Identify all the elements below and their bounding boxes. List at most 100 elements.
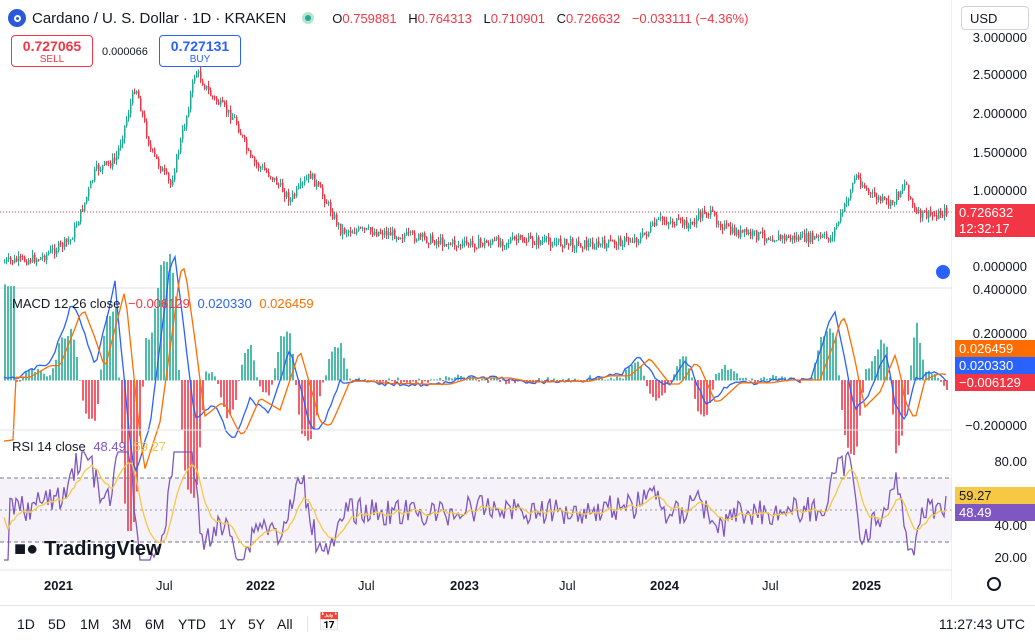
- candle: [914, 204, 916, 210]
- macd-bar: [568, 378, 570, 381]
- macd-bar: [67, 336, 69, 381]
- candle: [570, 238, 572, 246]
- candle: [88, 188, 90, 197]
- candle: [602, 239, 604, 244]
- candle: [704, 210, 706, 214]
- macd-bar: [325, 375, 327, 381]
- candle: [846, 201, 848, 204]
- candle: [808, 233, 810, 243]
- candle: [108, 162, 110, 164]
- macd-bar: [100, 369, 102, 381]
- candle: [112, 157, 114, 167]
- candle: [716, 215, 718, 225]
- macd-bar: [718, 372, 720, 381]
- candle: [512, 236, 514, 240]
- candle: [16, 258, 18, 262]
- candle: [860, 177, 862, 187]
- calendar-icon[interactable]: 📅: [318, 612, 341, 632]
- price-axis-label: 2.500000: [972, 67, 1027, 82]
- macd-bar: [31, 368, 33, 381]
- candle: [898, 191, 900, 197]
- chart-canvas[interactable]: [0, 0, 952, 600]
- candle: [824, 234, 826, 236]
- candle: [830, 237, 832, 242]
- macd-bar: [442, 380, 444, 382]
- range-5d[interactable]: 5D: [48, 616, 66, 632]
- macd-bar: [160, 264, 162, 381]
- sell-button[interactable]: 0.727065 SELL: [11, 35, 93, 67]
- date-label: 2024: [650, 578, 679, 593]
- candle: [858, 175, 860, 178]
- candle: [556, 242, 558, 244]
- macd-bar: [640, 366, 642, 381]
- candle: [674, 224, 676, 226]
- macd-bar: [838, 375, 840, 381]
- buy-button[interactable]: 0.727131 BUY: [159, 35, 241, 67]
- candle: [434, 240, 436, 245]
- macd-signal-tag: 0.026459: [955, 340, 1035, 357]
- candle: [696, 218, 698, 224]
- candle: [480, 238, 482, 244]
- macd-bar: [220, 380, 222, 398]
- candle: [796, 236, 798, 240]
- candle: [138, 91, 140, 99]
- clock[interactable]: 11:27:43 UTC: [938, 616, 1025, 632]
- candle: [298, 185, 300, 189]
- candle: [282, 182, 284, 193]
- macd-bar: [421, 380, 423, 384]
- candle: [672, 221, 674, 225]
- candle: [906, 183, 908, 185]
- settings-gear-icon[interactable]: [987, 577, 1001, 591]
- macd-bar: [274, 368, 276, 381]
- macd-bar: [193, 380, 195, 498]
- candle: [96, 164, 98, 170]
- macd-legend[interactable]: MACD 12 26 close −0.006129 0.020330 0.02…: [12, 296, 314, 311]
- price-candles: [4, 66, 948, 267]
- spread-value: 0.000066: [102, 46, 148, 58]
- range-6m[interactable]: 6M: [145, 616, 165, 632]
- macd-bar: [616, 376, 618, 381]
- range-1y[interactable]: 1Y: [219, 616, 237, 632]
- macd-bar: [118, 377, 120, 381]
- candle: [60, 242, 62, 244]
- range-all[interactable]: All: [277, 616, 293, 632]
- candle: [842, 211, 844, 213]
- range-ytd[interactable]: YTD: [178, 616, 206, 632]
- candle: [460, 244, 462, 246]
- candle: [352, 232, 354, 234]
- macd-bar: [736, 373, 738, 381]
- candle: [764, 233, 766, 241]
- candle: [804, 233, 806, 242]
- candle: [734, 227, 736, 236]
- macd-bar: [613, 379, 615, 381]
- macd-bar: [19, 380, 21, 382]
- macd-bar: [277, 351, 279, 381]
- candle: [274, 177, 276, 181]
- candle: [668, 222, 670, 225]
- tradingview-watermark[interactable]: ■● TradingView: [14, 538, 162, 560]
- candle: [42, 255, 44, 258]
- macd-bar: [244, 352, 246, 381]
- candle: [196, 72, 198, 78]
- range-3m[interactable]: 3M: [112, 616, 132, 632]
- range-1m[interactable]: 1M: [80, 616, 100, 632]
- macd-bar: [712, 380, 714, 390]
- rsi-axis-label: 80.00: [994, 454, 1027, 469]
- candle: [22, 256, 24, 258]
- range-1d[interactable]: 1D: [17, 616, 35, 632]
- candle: [542, 240, 544, 242]
- symbol-title[interactable]: Cardano / U. S. Dollar · 1D · KRAKEN: [32, 9, 287, 27]
- macd-bar: [694, 380, 696, 399]
- candle: [854, 178, 856, 184]
- candle: [212, 96, 214, 98]
- candle: [166, 170, 168, 174]
- candle: [802, 233, 804, 235]
- currency-select[interactable]: USD: [961, 6, 1029, 30]
- rsi-legend[interactable]: RSI 14 close 48.49 59.27: [12, 439, 167, 454]
- candle: [14, 258, 16, 263]
- candle: [580, 243, 582, 248]
- candle: [46, 254, 48, 261]
- flag-icon[interactable]: [934, 263, 952, 281]
- range-5y[interactable]: 5Y: [248, 616, 266, 632]
- candle: [522, 237, 524, 242]
